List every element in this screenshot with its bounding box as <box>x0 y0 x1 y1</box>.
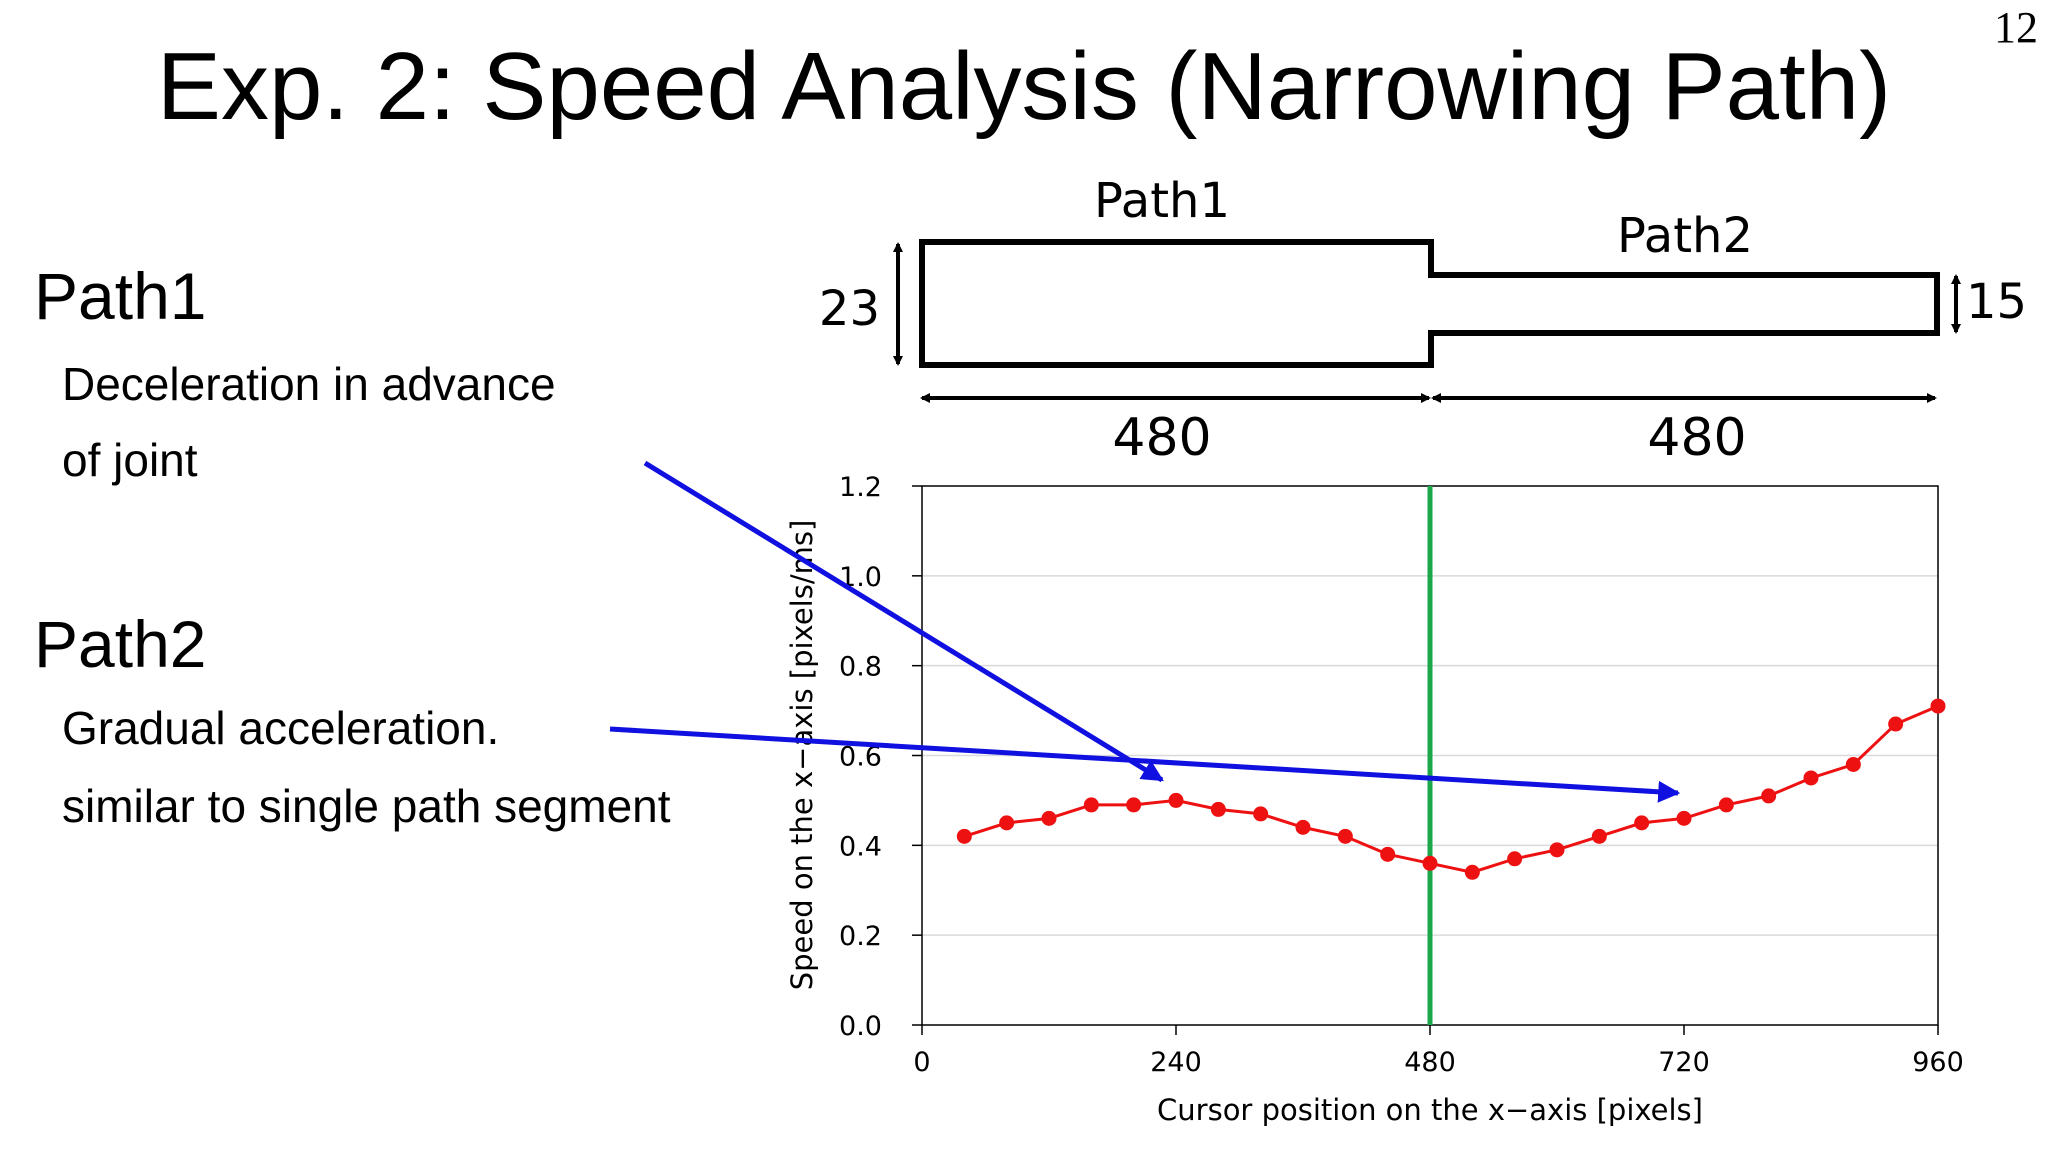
path2-annotation-arrow <box>609 726 1681 803</box>
data-point <box>1422 855 1438 871</box>
path2-line-1: Gradual acceleration. <box>62 702 500 754</box>
data-point <box>1549 842 1565 858</box>
series-points <box>956 698 1946 880</box>
data-point <box>1083 797 1099 813</box>
path1-line-2: of joint <box>62 434 198 486</box>
data-point <box>1168 792 1184 808</box>
path1-line-1: Deceleration in advance <box>62 358 556 410</box>
path1-label: Path1 <box>1094 173 1230 229</box>
data-point <box>1210 801 1226 817</box>
slide-title: Exp. 2: Speed Analysis (Narrowing Path) <box>156 33 1892 140</box>
x-axis-label: Cursor position on the x−axis [pixels] <box>1157 1093 1703 1127</box>
x-tick-label: 960 <box>1912 1047 1964 1078</box>
path-diagram: Path1 Path2 23 15 480 480 <box>819 173 2027 468</box>
path2-length-label: 480 <box>1647 408 1746 468</box>
data-point <box>1676 810 1692 826</box>
series-line <box>963 704 1939 874</box>
data-point <box>1337 828 1353 844</box>
path1-annotation-arrow <box>643 460 1164 783</box>
data-point <box>1718 797 1734 813</box>
data-point <box>999 815 1015 831</box>
path1-width-label: 23 <box>819 281 880 337</box>
path2-heading: Path2 <box>34 607 207 681</box>
y-tick-label: 1.2 <box>839 472 882 503</box>
data-point <box>1041 810 1057 826</box>
y-tick-label: 0.0 <box>839 1011 882 1042</box>
x-tick-label: 480 <box>1404 1047 1456 1078</box>
path1-heading: Path1 <box>34 259 207 333</box>
y-tick-label: 0.4 <box>839 831 882 862</box>
slide-number: 12 <box>1994 3 2038 52</box>
data-point <box>956 828 972 844</box>
x-tick-label: 240 <box>1150 1047 1202 1078</box>
path-outline <box>919 239 1940 368</box>
path2-label: Path2 <box>1617 208 1753 264</box>
path2-line-2: similar to single path segment <box>62 780 671 832</box>
y-axis-label: Speed on the x−axis [pixels/ms] <box>785 520 819 991</box>
data-point <box>1591 828 1607 844</box>
data-point <box>1761 788 1777 804</box>
data-point <box>1380 846 1396 862</box>
data-point <box>1295 819 1311 835</box>
y-tick-label: 0.2 <box>839 921 882 952</box>
data-point <box>1930 698 1946 714</box>
data-point <box>1507 851 1523 867</box>
y-tick-label: 0.8 <box>839 652 882 683</box>
x-axis-ticks: 0 240 480 720 960 <box>913 1025 1964 1078</box>
y-axis-ticks: 0.00.20.40.60.81.01.2 <box>839 472 922 1042</box>
x-tick-label: 720 <box>1658 1047 1710 1078</box>
data-point <box>1464 864 1480 880</box>
x-tick-label: 0 <box>913 1047 930 1078</box>
data-point <box>1888 716 1904 732</box>
data-point <box>1803 770 1819 786</box>
path2-width-label: 15 <box>1966 274 2027 330</box>
data-point <box>1845 756 1861 772</box>
data-point <box>1126 797 1142 813</box>
speed-chart: 0.00.20.40.60.81.01.2 0 240 480 720 960 Curs… <box>785 472 1964 1127</box>
data-point <box>1634 815 1650 831</box>
path1-length-label: 480 <box>1112 408 1211 468</box>
data-point <box>1253 806 1269 822</box>
